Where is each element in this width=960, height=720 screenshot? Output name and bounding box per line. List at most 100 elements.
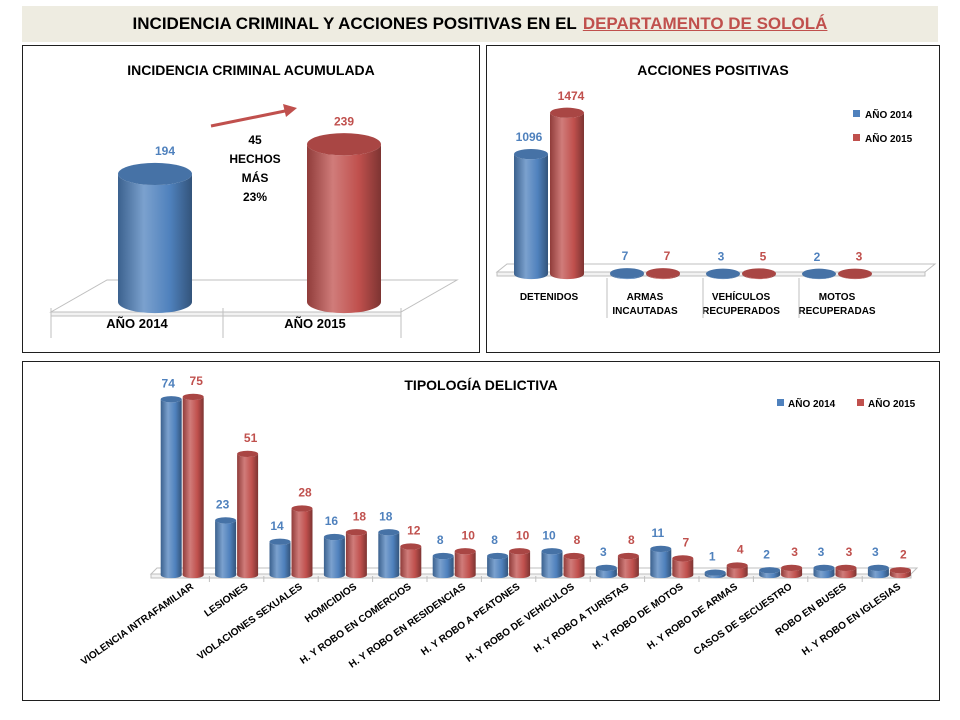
bar-2015	[838, 268, 872, 280]
value-label: 8	[491, 533, 498, 547]
bar-2015-top	[509, 548, 531, 555]
bar-2014-body	[595, 567, 617, 579]
bar-2014	[378, 529, 400, 579]
bar-2015	[889, 567, 911, 579]
value-label: 1096	[516, 130, 543, 144]
bar-2015-body	[672, 558, 694, 579]
bar-2014-top	[215, 517, 237, 524]
bar-2015	[617, 552, 639, 579]
category-label: H. Y ROBO DE VEHICULOS	[464, 581, 577, 665]
bar-2014-body	[514, 154, 548, 280]
annotation-line: 45	[248, 133, 262, 147]
annotation-line: HECHOS	[229, 152, 280, 166]
chart-floor-edge	[150, 573, 912, 579]
bar-2015-top	[742, 268, 776, 279]
bar-2015-body	[835, 567, 857, 579]
bar-a-o-2015-body	[307, 144, 381, 314]
value-label: 12	[407, 524, 421, 538]
category-label: DETENIDOS	[520, 292, 579, 303]
value-label: 3	[856, 250, 863, 264]
legend-label: AÑO 2015	[865, 132, 913, 145]
bar-2015	[509, 548, 531, 579]
value-label: 23	[216, 497, 230, 511]
bar-2014-body	[378, 532, 400, 579]
bar-2014-body	[432, 556, 454, 579]
bar-2014-top	[487, 552, 509, 560]
bar-2015	[345, 529, 367, 579]
bar-2015-top	[400, 543, 422, 550]
bar-2014	[432, 552, 454, 579]
category-label: RECUPERADOS	[702, 306, 780, 317]
value-label: 18	[353, 509, 367, 523]
value-label: 51	[244, 431, 258, 445]
bar-2015-body	[617, 556, 639, 579]
bar-2014-top	[323, 533, 345, 541]
legend-swatch	[857, 399, 864, 406]
panel-incidencia-acumulada: INCIDENCIA CRIMINAL ACUMULADA 194 239 45 HEC…	[22, 45, 480, 353]
bar-2014	[867, 564, 889, 579]
chart-title: ACCIONES POSITIVAS	[637, 62, 788, 78]
bar-2014-body	[759, 570, 781, 579]
bar-2015	[291, 505, 313, 579]
legend-swatch	[853, 134, 860, 141]
bar-2014	[650, 545, 672, 579]
category-label: H. Y ROBO EN IGLESIAS	[800, 581, 903, 658]
value-label: 8	[574, 533, 581, 547]
bar-2015-body	[182, 396, 204, 579]
bar-2014	[269, 538, 291, 579]
panel-acciones-positivas: ACCIONES POSITIVAS 1096 1474 DETENIDOS 7 7 ARM…	[486, 45, 940, 353]
bar-2014	[215, 517, 237, 579]
bar-2015-body	[726, 565, 748, 579]
category-label: VIOLENCIA INTRAFAMILIAR	[79, 581, 196, 668]
value-label: 3	[791, 545, 798, 559]
bar-2014	[802, 268, 836, 280]
value-label: 10	[462, 528, 476, 542]
bar-2015-body	[291, 508, 313, 579]
bar-2014-top	[432, 552, 454, 560]
bar-2014-top	[541, 548, 563, 555]
bar-2014-body	[813, 567, 835, 579]
bar-2014	[541, 548, 563, 579]
chart-title: TIPOLOGÍA DELICTIVA	[404, 377, 557, 393]
category-label: LESIONES	[203, 581, 251, 619]
bar-2015-top	[835, 564, 857, 572]
bar-2015	[726, 562, 748, 579]
title-main: INCIDENCIA CRIMINAL Y ACCIONES POSITIVAS…	[132, 14, 577, 33]
category-label: H. Y ROBO EN COMERCIOS	[298, 581, 414, 666]
bar-2015-top	[454, 548, 476, 555]
bar-2015	[550, 107, 584, 280]
value-label: 74	[162, 376, 176, 390]
bar-2015-top	[672, 555, 694, 562]
category-label: INCAUTADAS	[612, 306, 678, 317]
bar-2014	[514, 149, 548, 280]
bar-2015	[781, 564, 803, 579]
title-accent: DEPARTAMENTO DE SOLOLÁ	[582, 14, 828, 33]
annotation-line: MÁS	[242, 170, 269, 185]
category-label: AÑO 2015	[284, 316, 345, 331]
bar-2014	[610, 268, 644, 280]
value-label: 3	[718, 250, 725, 264]
bar-2015-top	[781, 564, 803, 572]
bar-2014-body	[867, 567, 889, 579]
bar-2015	[742, 268, 776, 280]
bar-2014	[813, 564, 835, 579]
value-label: 2	[900, 547, 907, 561]
value-label: 7	[682, 535, 689, 549]
value-label: 18	[379, 509, 393, 523]
bar-2014-top	[867, 564, 889, 572]
bar-2014	[160, 396, 182, 579]
bar-2014-top	[595, 564, 617, 572]
bar-2014-top	[610, 268, 644, 279]
bar-2015-body	[509, 551, 531, 579]
value-label: 2	[763, 547, 770, 561]
legend-label: AÑO 2015	[868, 397, 916, 410]
bar-2014	[704, 569, 726, 579]
value-label: 7	[622, 249, 629, 263]
category-label: AÑO 2014	[106, 316, 168, 331]
value-label: 3	[872, 545, 879, 559]
bar-2014-top	[650, 545, 672, 553]
value-label: 14	[270, 519, 284, 533]
value-label: 8	[437, 533, 444, 547]
bar-2014	[706, 268, 740, 280]
bar-2014-body	[160, 399, 182, 579]
